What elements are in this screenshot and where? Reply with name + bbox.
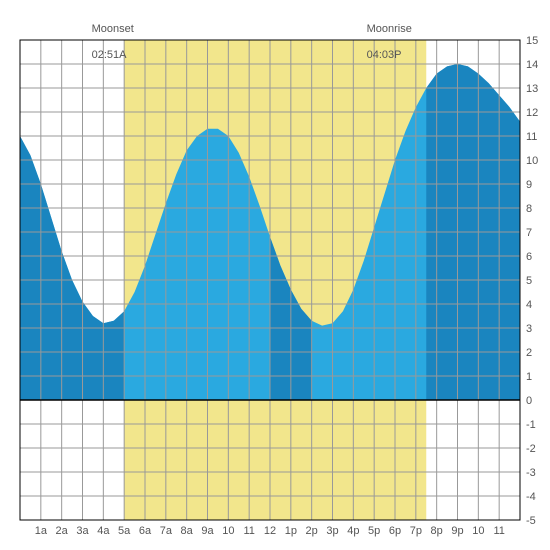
y-tick-label: 10 xyxy=(526,155,538,167)
x-tick-label: 6p xyxy=(389,525,401,537)
x-tick-label: 12 xyxy=(264,525,276,537)
x-tick-label: 3a xyxy=(76,525,89,537)
x-tick-label: 11 xyxy=(243,525,254,537)
y-tick-label: 13 xyxy=(526,83,538,95)
tide-chart: 1514131211109876543210-1-2-3-4-51a2a3a4a… xyxy=(0,0,550,550)
x-tick-label: 8a xyxy=(181,525,194,537)
x-tick-label: 7p xyxy=(410,525,422,537)
x-tick-label: 6a xyxy=(139,525,152,537)
y-tick-label: -4 xyxy=(526,491,536,503)
y-tick-label: 9 xyxy=(526,179,532,191)
y-tick-label: 1 xyxy=(526,371,532,383)
x-tick-label: 1a xyxy=(35,525,48,537)
y-tick-label: 8 xyxy=(526,203,532,215)
y-tick-label: -3 xyxy=(526,467,536,479)
x-tick-label: 9a xyxy=(201,525,214,537)
x-tick-label: 8p xyxy=(431,525,443,537)
y-tick-label: -2 xyxy=(526,443,536,455)
y-tick-label: 12 xyxy=(526,107,538,119)
x-tick-label: 10 xyxy=(472,525,484,537)
y-tick-label: 2 xyxy=(526,347,532,359)
moonset-time: 02:51A xyxy=(92,49,127,61)
x-tick-label: 7a xyxy=(160,525,173,537)
x-tick-label: 4a xyxy=(97,525,110,537)
y-tick-label: 6 xyxy=(526,251,532,263)
x-tick-label: 4p xyxy=(347,525,359,537)
x-tick-label: 3p xyxy=(326,525,338,537)
moonrise-label: Moonrise 04:03P xyxy=(354,10,411,75)
x-tick-label: 5p xyxy=(368,525,380,537)
y-tick-label: 4 xyxy=(526,299,532,311)
y-tick-label: 5 xyxy=(526,275,532,287)
y-tick-label: 11 xyxy=(526,131,537,143)
tide-chart-container: 1514131211109876543210-1-2-3-4-51a2a3a4a… xyxy=(0,0,550,550)
moonset-label: Moonset 02:51A xyxy=(79,10,133,75)
moonrise-title: Moonrise xyxy=(367,23,412,35)
y-tick-label: 14 xyxy=(526,59,538,71)
y-tick-label: -1 xyxy=(526,419,536,431)
x-tick-label: 11 xyxy=(493,525,504,537)
moonset-title: Moonset xyxy=(92,23,134,35)
x-tick-label: 1p xyxy=(285,525,297,537)
x-tick-label: 2a xyxy=(56,525,69,537)
x-tick-label: 2p xyxy=(306,525,318,537)
y-tick-label: 15 xyxy=(526,35,538,47)
y-tick-label: -5 xyxy=(526,515,536,527)
y-tick-label: 7 xyxy=(526,227,532,239)
x-tick-label: 9p xyxy=(451,525,463,537)
moonrise-time: 04:03P xyxy=(367,49,402,61)
x-tick-label: 10 xyxy=(222,525,234,537)
y-tick-label: 0 xyxy=(526,395,532,407)
y-tick-label: 3 xyxy=(526,323,532,335)
x-tick-label: 5a xyxy=(118,525,131,537)
